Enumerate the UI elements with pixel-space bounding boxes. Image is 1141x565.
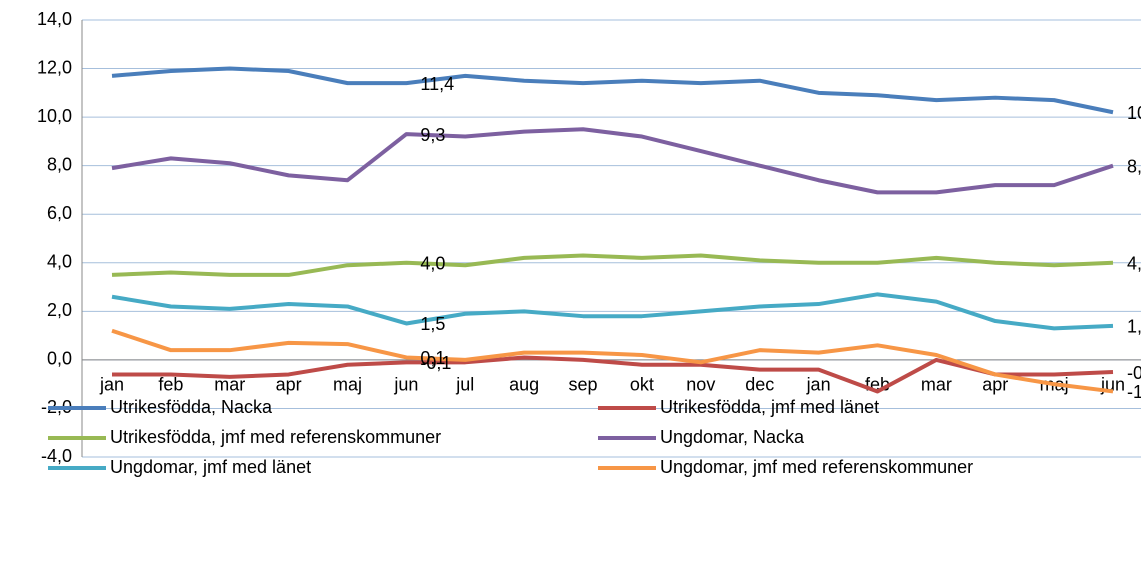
y-tick-label: 12,0: [37, 57, 72, 77]
legend-label: Ungdomar, jmf med länet: [110, 457, 311, 477]
x-tick-label: jan: [99, 375, 124, 395]
series-line: [111, 66, 1114, 115]
x-tick-label: mar: [921, 375, 952, 395]
y-tick-label: 0,0: [47, 349, 72, 369]
x-tick-label: sep: [569, 375, 598, 395]
x-tick-label: jun: [393, 375, 418, 395]
y-tick-label: -4,0: [41, 446, 72, 466]
data-label: 10,2: [1127, 103, 1141, 123]
y-tick-label: 8,0: [47, 154, 72, 174]
data-label: 9,3: [420, 125, 445, 145]
x-tick-label: maj: [333, 375, 362, 395]
data-label: 4,0: [1127, 254, 1141, 274]
x-tick-label: nov: [686, 375, 715, 395]
x-tick-label: apr: [276, 375, 302, 395]
x-tick-label: aug: [509, 375, 539, 395]
x-tick-label: dec: [745, 375, 774, 395]
data-label: 11,4: [420, 74, 454, 94]
data-label: 0,1: [420, 348, 445, 368]
legend-label: Ungdomar, jmf med referenskommuner: [660, 457, 973, 477]
x-tick-label: mar: [214, 375, 245, 395]
data-label: 8,0: [1127, 156, 1141, 176]
x-tick-label: okt: [630, 375, 654, 395]
x-tick-label: jan: [806, 375, 831, 395]
legend-label: Utrikesfödda, Nacka: [110, 397, 273, 417]
data-label: -0,5: [1127, 363, 1141, 383]
series-line: [111, 253, 1114, 277]
data-label: 1,5: [420, 314, 445, 334]
y-tick-label: 14,0: [37, 9, 72, 29]
x-tick-label: jul: [455, 375, 474, 395]
y-tick-label: 2,0: [47, 300, 72, 320]
legend-label: Ungdomar, Nacka: [660, 427, 805, 447]
x-tick-label: feb: [158, 375, 183, 395]
x-tick-label: apr: [982, 375, 1008, 395]
series-line: [112, 355, 1114, 394]
legend-label: Utrikesfödda, jmf med länet: [660, 397, 879, 417]
y-tick-label: 4,0: [47, 252, 72, 272]
data-label: 4,0: [420, 254, 445, 274]
series-line: [111, 292, 1114, 331]
data-label: 1,4: [1127, 317, 1141, 337]
series-line: [111, 127, 1114, 195]
data-label: -0,1: [420, 353, 451, 373]
series-line: [111, 328, 1114, 394]
y-tick-label: 10,0: [37, 106, 72, 126]
y-tick-label: 6,0: [47, 203, 72, 223]
data-label: -1,3: [1127, 382, 1141, 402]
legend-label: Utrikesfödda, jmf med referenskommuner: [110, 427, 441, 447]
